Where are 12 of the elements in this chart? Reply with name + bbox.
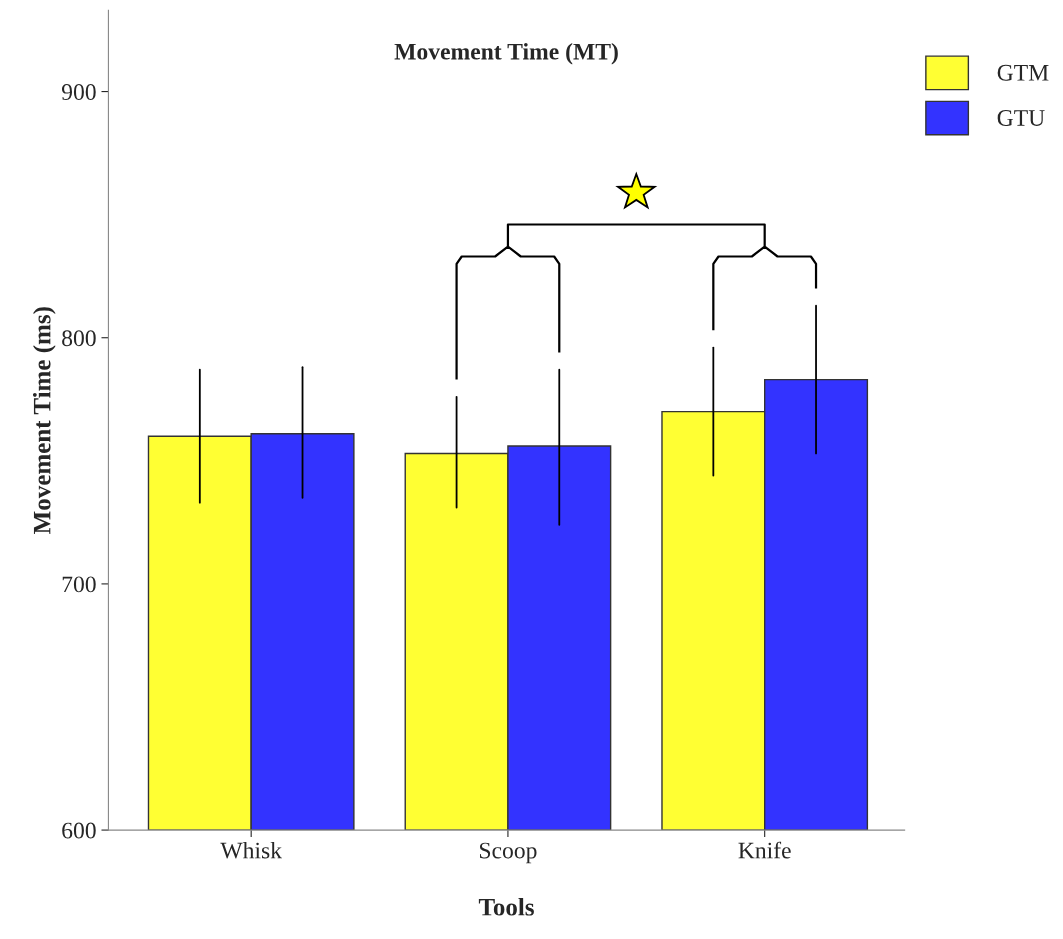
text: Movement Time (MT) [394, 42, 618, 65]
y-tick-label: 800 [62, 330, 96, 347]
x-axis-title: Tools [478, 898, 534, 916]
y-tick-label: 600 [62, 822, 96, 839]
x-tick-label: Knife [738, 841, 791, 859]
legend-label: GTM [997, 64, 1049, 81]
y-tick-label: 700 [62, 576, 96, 593]
y-axis-title: Movement Time (ms) [32, 307, 56, 534]
x-tick-label: Scoop [480, 842, 537, 864]
x-tick-label: Whisk [220, 841, 282, 859]
y-tick-label: 900 [61, 84, 96, 100]
legend-label: GTU [997, 110, 1045, 126]
